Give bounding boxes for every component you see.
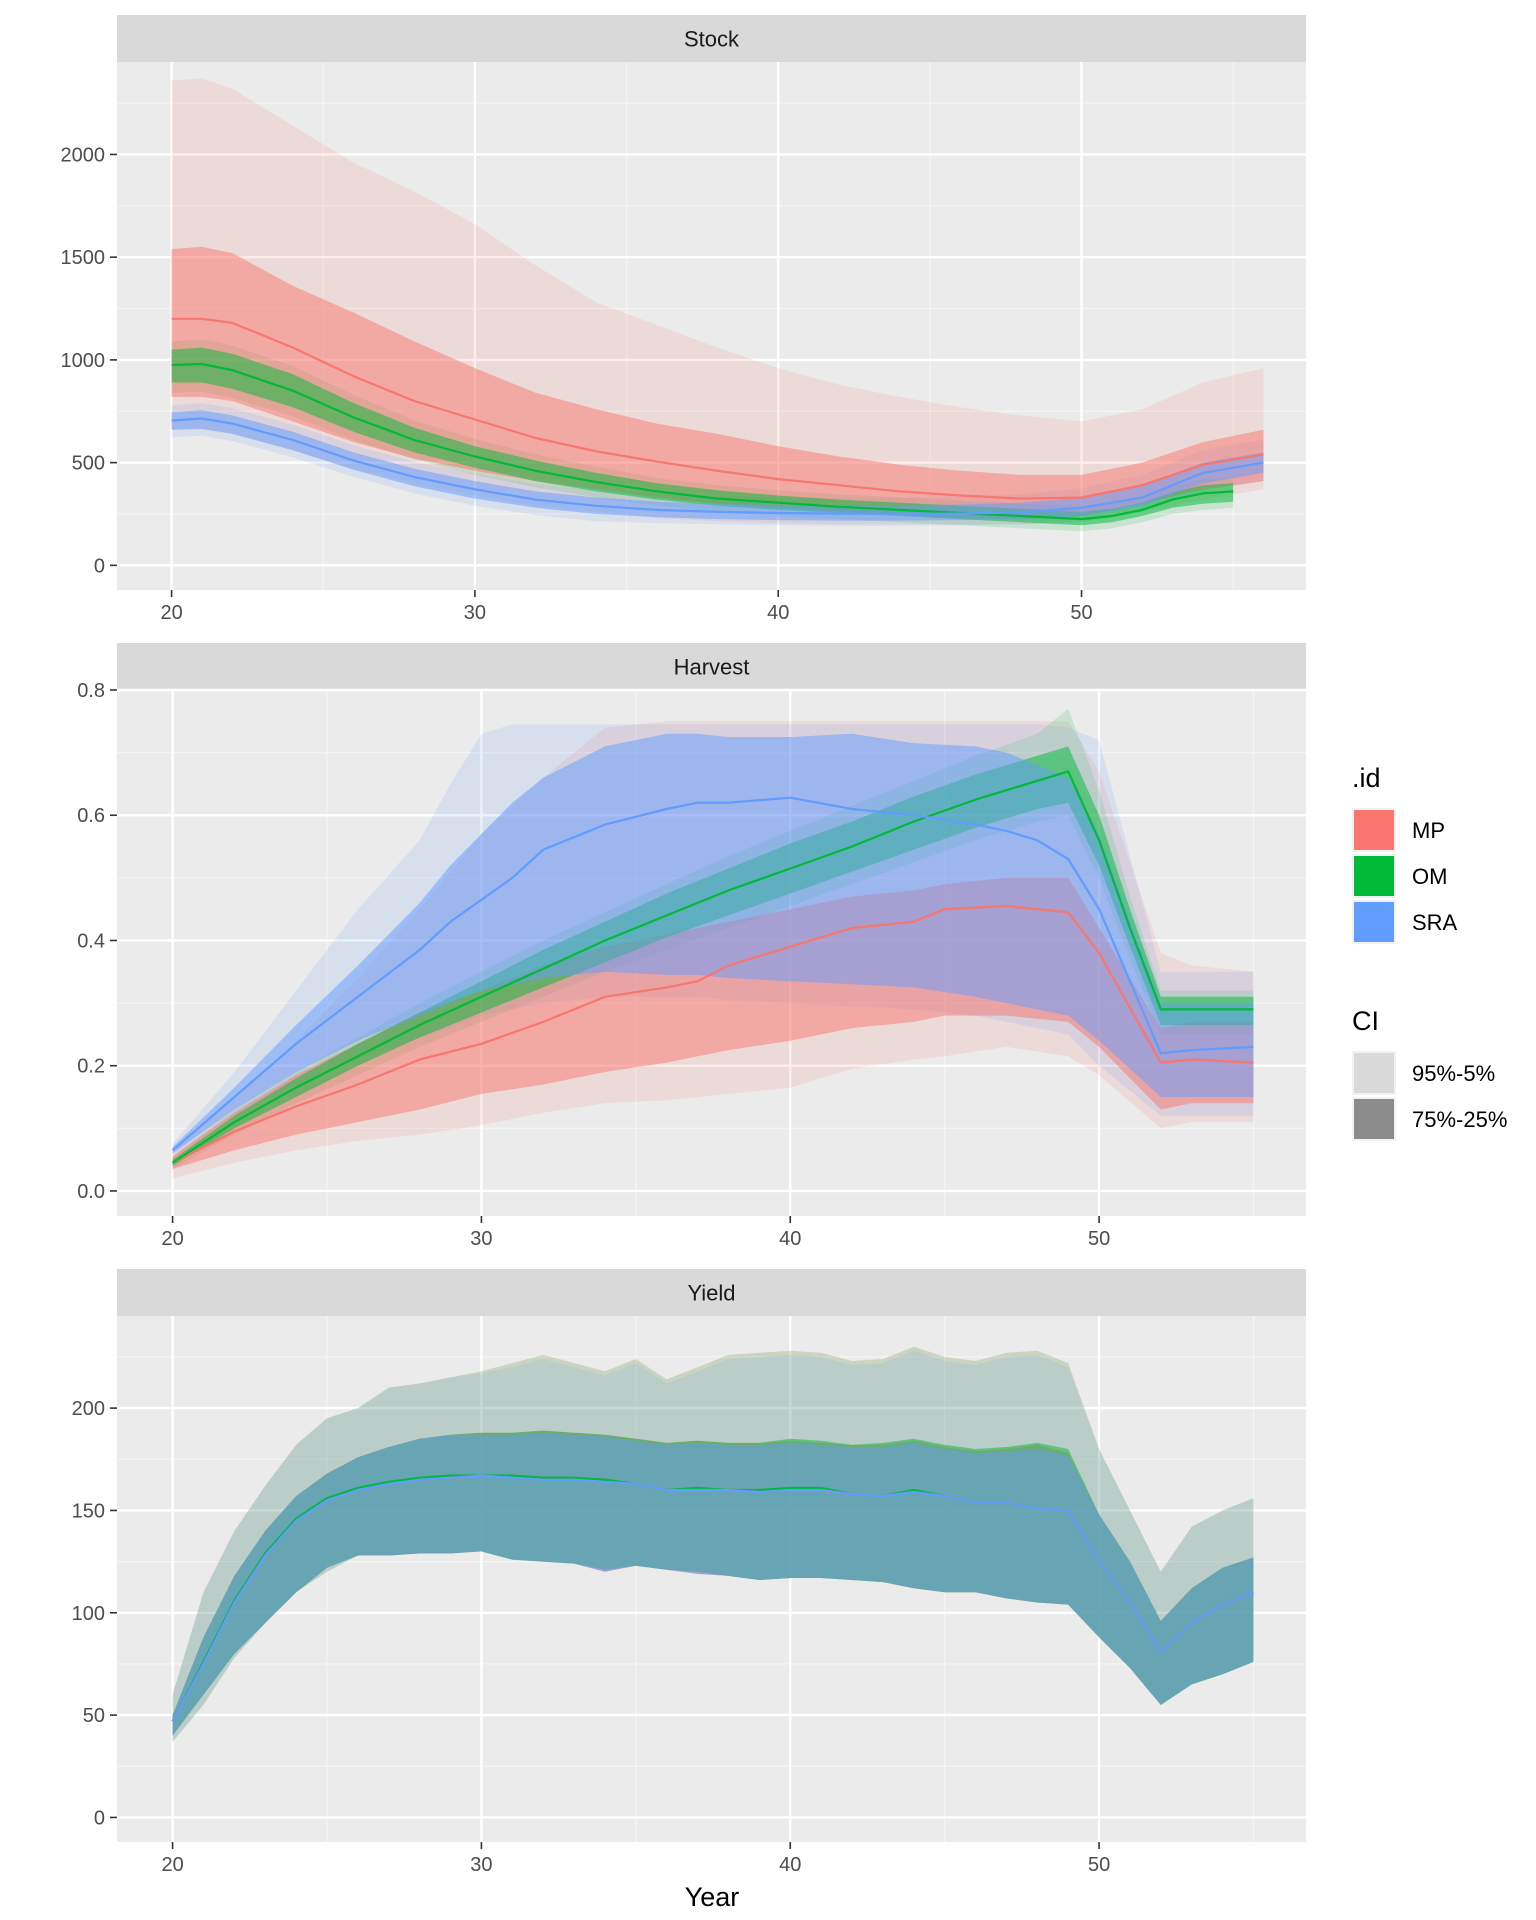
legend: .id MP OM SRA CI 95%-5% 75%-25%	[1352, 763, 1507, 1141]
stock-data	[171, 78, 1264, 532]
stock-x-tick-label: 50	[1070, 602, 1092, 624]
harvest-panel: Harvest 0.0 0.2 0.4 0.6 0.8 20 30 40 50	[77, 643, 1306, 1250]
yield-y-tick-label: 200	[72, 1398, 105, 1420]
harvest-x-tick-label: 40	[779, 1228, 801, 1250]
harvest-strip-title: Harvest	[674, 655, 750, 680]
stock-axes: 0 500 1000 1500 2000 20 30 40 50	[61, 144, 1093, 624]
yield-x-tick-label: 40	[779, 1854, 801, 1876]
yield-sra-ribbon-75-25	[172, 1432, 1254, 1736]
stock-panel: Stock 0 500 1000 1500 2000 20 30 40 50	[61, 15, 1306, 624]
stock-strip-title: Stock	[684, 27, 740, 52]
harvest-axes: 0.0 0.2 0.4 0.6 0.8 20 30 40 50	[77, 680, 1110, 1250]
legend-label-ci-0: 95%-5%	[1412, 1061, 1495, 1086]
harvest-om-median-line	[171, 770, 1254, 1164]
yield-panel: Yield 0 50 100 150 200 20 30 40 50	[72, 1269, 1306, 1876]
yield-strip	[117, 1269, 1306, 1316]
stock-y-tick-label: 500	[72, 453, 105, 475]
stock-mp-median-line	[171, 317, 1264, 500]
harvest-y-tick-label: 0.8	[77, 680, 105, 702]
stock-x-tick-label: 40	[767, 602, 789, 624]
harvest-y-tick-label: 0.0	[77, 1181, 105, 1203]
yield-y-tick-label: 50	[83, 1705, 105, 1727]
yield-x-tick-label: 20	[161, 1854, 183, 1876]
legend-label-ci-1: 75%-25%	[1412, 1107, 1507, 1132]
stock-y-tick-label: 0	[94, 555, 105, 577]
yield-axes: 0 50 100 150 200 20 30 40 50	[72, 1398, 1111, 1876]
yield-sra-median-line	[171, 1474, 1254, 1722]
stock-x-tick-label: 30	[464, 602, 486, 624]
harvest-x-tick-label: 20	[161, 1228, 183, 1250]
stock-sra-median-line	[171, 417, 1264, 516]
x-axis-title: Year	[685, 1882, 740, 1912]
yield-data	[171, 1346, 1254, 1742]
harvest-y-tick-label: 0.4	[77, 930, 105, 952]
legend-swatch-sra	[1354, 902, 1394, 942]
stock-y-tick-label: 1000	[61, 350, 106, 372]
harvest-x-tick-label: 50	[1088, 1228, 1110, 1250]
stock-x-tick-label: 20	[160, 602, 182, 624]
harvest-y-tick-label: 0.6	[77, 805, 105, 827]
stock-om-median-line	[171, 362, 1234, 521]
stock-sra-ribbon-95-5	[171, 403, 1264, 526]
yield-x-tick-label: 30	[470, 1854, 492, 1876]
harvest-y-tick-label: 0.2	[77, 1056, 105, 1078]
harvest-strip	[117, 643, 1306, 690]
yield-y-tick-label: 100	[72, 1603, 105, 1625]
harvest-sra-ribbon-75-25	[172, 733, 1254, 1154]
legend-label-mp: MP	[1412, 818, 1445, 843]
stock-sra-ribbon-75-25	[171, 410, 1264, 521]
legend-swatch-om	[1354, 856, 1394, 896]
stock-strip	[117, 15, 1306, 62]
legend-label-om: OM	[1412, 864, 1447, 889]
yield-x-tick-label: 50	[1088, 1854, 1110, 1876]
harvest-x-tick-label: 30	[470, 1228, 492, 1250]
harvest-mp-median-line	[172, 904, 1254, 1164]
stock-y-tick-label: 2000	[61, 144, 106, 166]
legend-ci-title: CI	[1352, 1006, 1379, 1036]
yield-y-tick-label: 150	[72, 1500, 105, 1522]
stock-y-tick-label: 1500	[61, 247, 106, 269]
legend-swatch-ci-0	[1354, 1053, 1394, 1093]
legend-label-sra: SRA	[1412, 910, 1458, 935]
harvest-sra-median-line	[171, 796, 1254, 1152]
yield-y-tick-label: 0	[94, 1807, 105, 1829]
yield-strip-title: Yield	[687, 1281, 735, 1306]
harvest-data	[171, 708, 1254, 1179]
legend-swatch-ci-1	[1354, 1099, 1394, 1139]
legend-swatch-mp	[1354, 810, 1394, 850]
legend-id-title: .id	[1352, 763, 1381, 793]
